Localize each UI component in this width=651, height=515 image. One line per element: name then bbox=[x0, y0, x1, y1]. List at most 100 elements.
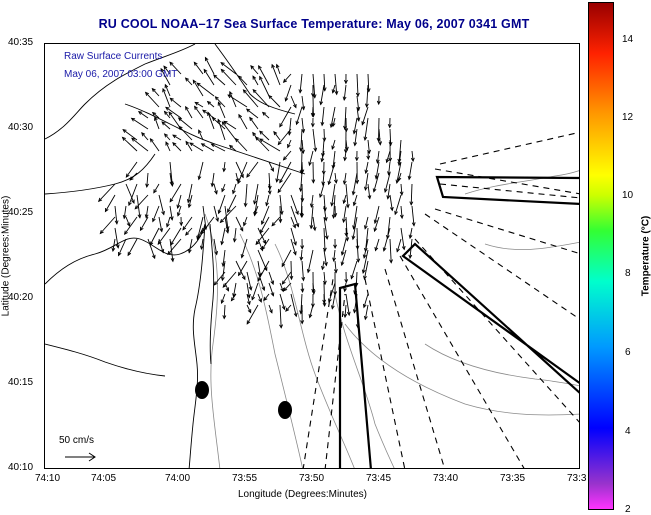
current-vector-head bbox=[351, 235, 356, 241]
current-vector-head bbox=[198, 129, 202, 134]
current-vector bbox=[411, 150, 414, 162]
current-vector-head bbox=[163, 110, 168, 115]
current-vector-head bbox=[265, 202, 269, 207]
current-vector-head bbox=[125, 173, 130, 178]
current-vector bbox=[343, 172, 347, 185]
current-vector bbox=[321, 150, 325, 162]
current-vector bbox=[353, 117, 358, 134]
current-vector bbox=[389, 194, 393, 211]
current-vector bbox=[224, 216, 229, 233]
current-vector bbox=[152, 205, 160, 222]
current-vector bbox=[334, 260, 337, 273]
current-vector bbox=[233, 282, 237, 297]
current-vector bbox=[341, 238, 347, 256]
current-vector bbox=[268, 172, 271, 190]
current-vector-head bbox=[222, 315, 227, 320]
current-vector-head bbox=[193, 105, 198, 110]
current-vector-head bbox=[292, 224, 296, 229]
current-vector-head bbox=[122, 214, 127, 220]
current-vector bbox=[241, 238, 248, 258]
current-vector-head bbox=[210, 143, 215, 148]
current-vector bbox=[367, 183, 371, 199]
current-vector bbox=[244, 183, 248, 207]
current-vector-head bbox=[270, 292, 275, 297]
current-vector-head bbox=[169, 181, 174, 186]
radar-spokes bbox=[302, 131, 579, 468]
current-vector-head bbox=[222, 283, 227, 288]
current-vector bbox=[281, 271, 292, 285]
x-tick-label: 73:3 bbox=[567, 473, 587, 484]
current-vector bbox=[136, 194, 141, 218]
current-vector-head bbox=[324, 261, 328, 267]
current-vector-head bbox=[121, 136, 127, 141]
current-vector-head bbox=[239, 227, 244, 232]
current-vector-head bbox=[332, 257, 336, 263]
x-tick-label: 74:05 bbox=[91, 473, 117, 484]
current-vector-head bbox=[345, 204, 350, 209]
current-vector-head bbox=[122, 128, 127, 133]
current-vector-head bbox=[345, 237, 350, 242]
current-vector bbox=[263, 293, 270, 301]
current-vector bbox=[172, 142, 182, 152]
current-vector bbox=[224, 282, 229, 291]
y-tick-label: 40:20 bbox=[8, 292, 34, 303]
current-vector bbox=[169, 205, 173, 220]
current-vector-head bbox=[322, 299, 327, 305]
current-vector-head bbox=[161, 211, 165, 216]
current-vector-head bbox=[279, 210, 284, 216]
current-vector-head bbox=[355, 92, 360, 98]
current-vector-head bbox=[362, 303, 367, 309]
current-vector-head bbox=[300, 320, 305, 325]
current-vector bbox=[249, 117, 259, 130]
current-vector-head bbox=[387, 124, 392, 129]
y-axis-label: Latitude (Degrees:Minutes) bbox=[0, 195, 12, 317]
current-vector bbox=[408, 161, 413, 180]
current-vector-head bbox=[219, 218, 224, 224]
current-vector bbox=[134, 194, 149, 210]
current-vector-head bbox=[331, 89, 336, 94]
current-vector bbox=[163, 65, 171, 75]
current-vector-head bbox=[343, 287, 347, 293]
current-vector bbox=[229, 91, 237, 108]
current-vector bbox=[198, 130, 204, 141]
current-vector-head bbox=[309, 224, 314, 230]
current-vector-head bbox=[343, 313, 348, 319]
current-vector-head bbox=[141, 132, 146, 137]
current-vector bbox=[125, 183, 135, 204]
current-vector-head bbox=[217, 118, 222, 124]
current-vector bbox=[352, 216, 358, 240]
current-vector bbox=[212, 117, 226, 130]
current-vector bbox=[389, 128, 392, 146]
current-vector bbox=[146, 172, 149, 188]
current-vector-head bbox=[137, 214, 142, 219]
current-vector bbox=[259, 130, 270, 141]
current-vector-head bbox=[352, 309, 357, 314]
current-vector-head bbox=[214, 190, 218, 195]
y-tick-label: 40:35 bbox=[8, 37, 34, 48]
current-vector-head bbox=[350, 275, 355, 280]
current-vector bbox=[189, 142, 204, 152]
current-vector bbox=[162, 88, 171, 108]
current-vector bbox=[170, 97, 182, 108]
current-vector-head bbox=[334, 90, 339, 96]
current-vector bbox=[299, 73, 303, 93]
current-vector bbox=[332, 150, 336, 169]
current-vector-head bbox=[375, 159, 380, 164]
current-vector bbox=[178, 117, 193, 130]
current-vector bbox=[332, 117, 336, 127]
current-vector bbox=[300, 172, 303, 192]
current-vector-head bbox=[399, 191, 404, 196]
current-vector-head bbox=[292, 251, 297, 256]
current-vector-head bbox=[327, 180, 332, 186]
current-vector bbox=[167, 238, 182, 255]
current-vector-head bbox=[97, 197, 103, 203]
current-vector-head bbox=[182, 226, 187, 231]
current-vector bbox=[322, 172, 325, 185]
current-vector bbox=[279, 205, 281, 223]
current-vector bbox=[164, 84, 171, 97]
current-vector-head bbox=[167, 250, 172, 256]
current-vector bbox=[122, 129, 138, 141]
current-vector bbox=[354, 282, 358, 294]
current-vector-head bbox=[376, 100, 381, 106]
map-title: RU COOL NOAA–17 Sea Surface Temperature:… bbox=[98, 17, 530, 31]
